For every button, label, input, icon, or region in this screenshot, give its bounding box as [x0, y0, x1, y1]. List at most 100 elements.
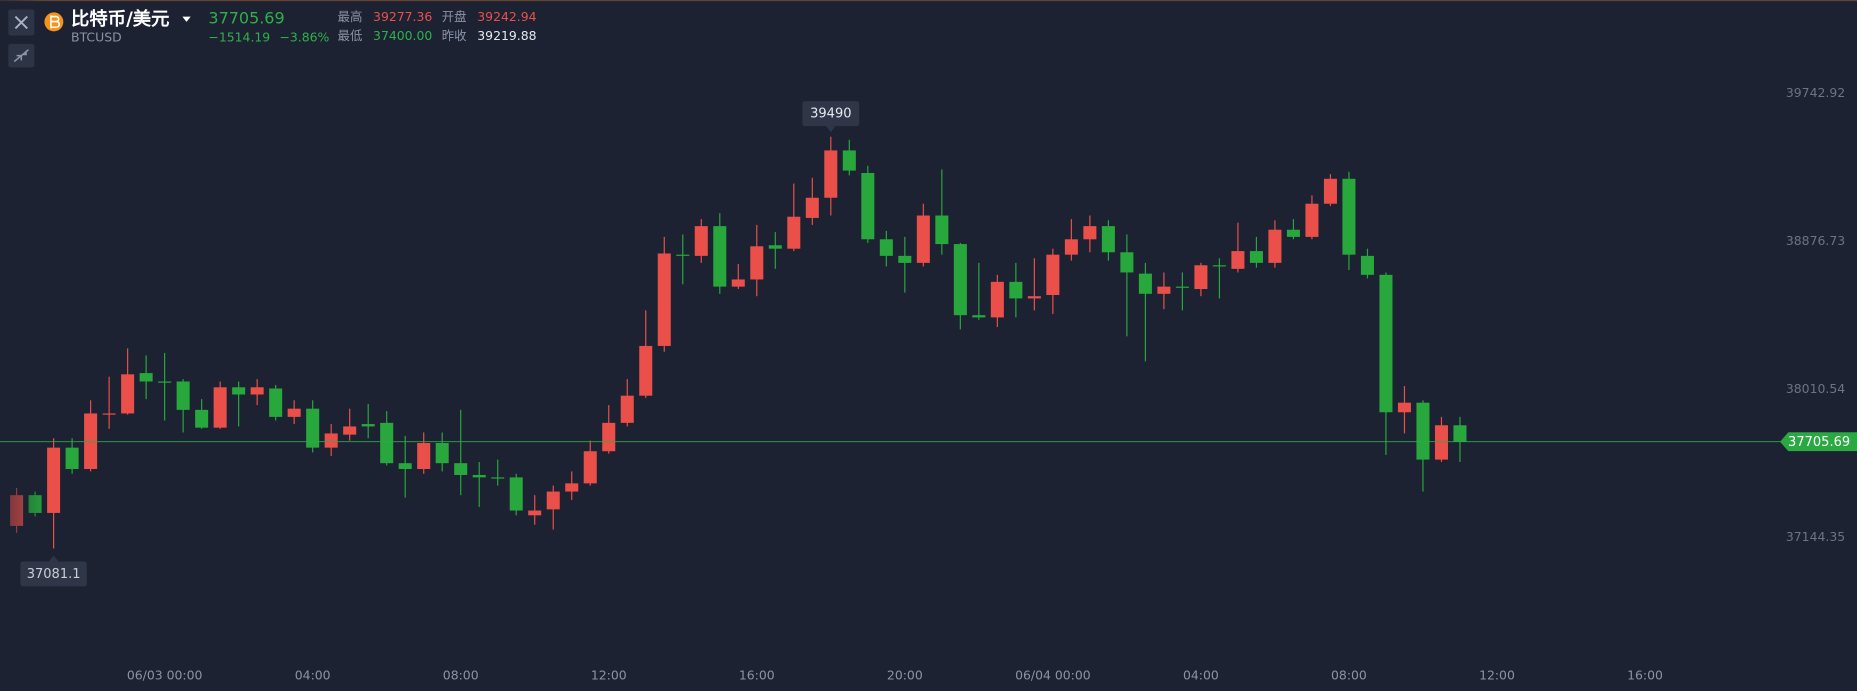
last-price: 37705.69 — [208, 8, 284, 27]
edge-fade — [0, 0, 50, 664]
x-tick-label: 04:00 — [1183, 668, 1219, 683]
candle-body — [1120, 252, 1134, 273]
candle-body — [1434, 425, 1448, 460]
candle-body — [232, 387, 246, 395]
candle-body — [417, 443, 431, 470]
candle-body — [472, 474, 486, 478]
candle-body — [1323, 178, 1337, 204]
candle-body — [602, 422, 616, 452]
candle-body — [158, 381, 172, 383]
candle-body — [1360, 255, 1374, 275]
x-tick-label: 20:00 — [887, 668, 923, 683]
candle-body — [639, 345, 653, 396]
candle-body — [805, 197, 819, 218]
candle-body — [1379, 274, 1393, 413]
candle-body — [509, 477, 523, 511]
candle-body — [176, 381, 190, 410]
candle-body — [1305, 203, 1319, 237]
max-marker-label: 39490 — [810, 107, 851, 122]
candle-body — [768, 245, 782, 249]
candle-body — [842, 150, 856, 171]
x-tick-label: 12:00 — [591, 668, 627, 683]
candle-body — [324, 433, 338, 448]
candle-body — [343, 426, 357, 435]
candle-body — [676, 254, 690, 256]
candle-body — [398, 463, 412, 470]
stat-value: 39242.94 — [477, 9, 536, 24]
close-icon — [14, 15, 28, 30]
candle-body — [898, 255, 912, 263]
symbol-title: 比特币/美元 — [71, 8, 169, 30]
last-price-tag — [1780, 432, 1857, 452]
candle-body — [787, 216, 801, 249]
collapse-icon — [13, 49, 29, 63]
candle-body — [84, 413, 98, 470]
y-tick-label: 37144.35 — [1786, 529, 1845, 544]
candle-body — [972, 315, 986, 318]
min-marker-box — [20, 561, 87, 587]
candle-body — [250, 387, 264, 395]
candle-body — [1268, 229, 1282, 263]
candle-body — [1286, 229, 1300, 237]
candle-body — [491, 477, 505, 479]
x-tick-label: 04:00 — [295, 668, 331, 683]
candle-body — [1101, 226, 1115, 253]
candle-body — [824, 150, 838, 198]
candle-body — [916, 215, 930, 263]
stat-label: 昨收 — [442, 28, 467, 43]
max-marker-box — [802, 101, 860, 127]
candle-body — [1083, 226, 1097, 240]
candle-body — [1027, 296, 1041, 299]
candle-body — [361, 424, 375, 427]
candle-body — [1231, 251, 1245, 269]
candle-body — [1212, 265, 1226, 267]
y-tick-label: 38876.73 — [1786, 233, 1845, 248]
overlay: 37705.69 39490 37081.1 — [0, 101, 1857, 587]
stat-label: 最低 — [338, 28, 363, 43]
last-price-label: 37705.69 — [1788, 435, 1850, 450]
price-change: −1514.19 — [208, 29, 270, 44]
x-tick-label: 08:00 — [1331, 668, 1367, 683]
x-tick-label: 12:00 — [1479, 668, 1515, 683]
y-tick-label: 38010.54 — [1786, 381, 1845, 396]
candle-body — [1046, 254, 1060, 296]
candle-body — [213, 387, 227, 428]
candle-body — [1157, 286, 1171, 294]
candle-body — [713, 226, 727, 287]
candle-body — [694, 226, 708, 256]
candle-body — [102, 413, 116, 415]
candle-body — [1194, 265, 1208, 290]
candle-body — [657, 253, 671, 346]
candle-body — [1009, 281, 1023, 299]
coin-glyph — [50, 15, 60, 29]
candle-body — [269, 388, 283, 417]
candle-body — [1416, 402, 1430, 460]
candle-body — [435, 443, 449, 464]
candle-body — [879, 239, 893, 256]
candle-body — [583, 451, 597, 484]
candle-body — [990, 281, 1004, 318]
price-change-pct: −3.86% — [279, 29, 329, 44]
dropdown-arrow[interactable] — [182, 16, 191, 22]
candle-body — [1249, 251, 1263, 263]
x-tick-label: 16:00 — [1627, 668, 1663, 683]
candle-body — [139, 373, 153, 382]
candle-body — [1342, 178, 1356, 255]
y-tick-label: 39742.92 — [1786, 85, 1845, 100]
candle-body — [1397, 402, 1411, 413]
candle-body — [1453, 425, 1467, 442]
candle-body — [935, 215, 949, 245]
candle-body — [65, 447, 79, 470]
stat-value: 37400.00 — [373, 28, 432, 43]
x-tick-label: 08:00 — [443, 668, 479, 683]
candle-body — [195, 409, 209, 428]
candle-body — [1175, 286, 1189, 288]
stat-value: 39219.88 — [477, 28, 536, 43]
stat-label: 开盘 — [442, 9, 467, 24]
candle-body — [306, 408, 320, 448]
symbol-code: BTCUSD — [71, 29, 122, 44]
candle-body — [731, 279, 745, 287]
candle-body — [861, 172, 875, 240]
